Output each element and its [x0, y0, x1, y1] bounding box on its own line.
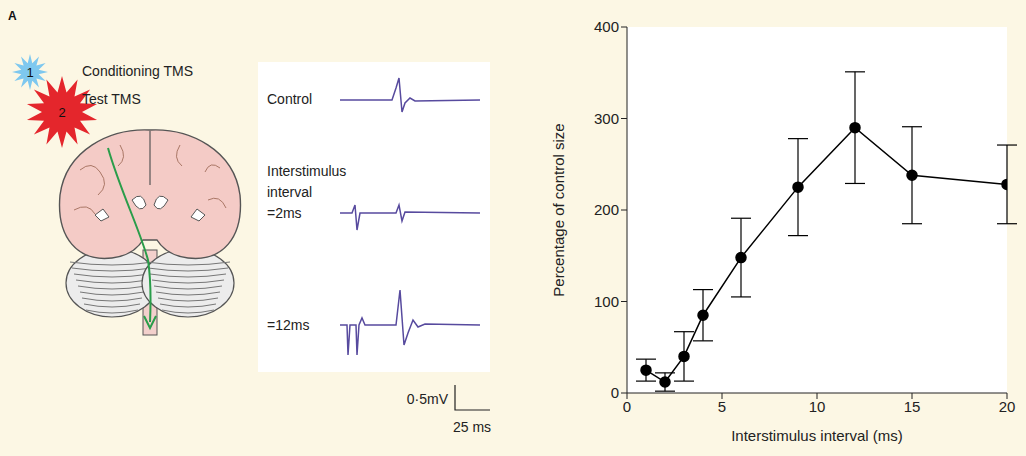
svg-text:0: 0: [623, 398, 631, 415]
svg-text:100: 100: [594, 293, 619, 310]
svg-text:Control: Control: [267, 91, 312, 107]
svg-text:300: 300: [594, 110, 619, 127]
svg-text:0·5mV: 0·5mV: [407, 391, 449, 407]
svg-text:=2ms: =2ms: [267, 205, 302, 221]
svg-text:A: A: [8, 9, 17, 23]
svg-text:Conditioning TMS: Conditioning TMS: [82, 63, 193, 79]
svg-text:=12ms: =12ms: [267, 317, 309, 333]
svg-text:10: 10: [809, 398, 826, 415]
svg-text:15: 15: [904, 398, 921, 415]
svg-text:Interstimulus: Interstimulus: [267, 163, 346, 179]
svg-text:25 ms: 25 ms: [453, 419, 491, 435]
svg-text:1: 1: [26, 65, 33, 80]
svg-text:5: 5: [718, 398, 726, 415]
svg-text:Test TMS: Test TMS: [82, 91, 141, 107]
svg-text:2: 2: [58, 105, 65, 120]
svg-text:interval: interval: [267, 184, 312, 200]
svg-text:0: 0: [611, 384, 619, 401]
svg-text:200: 200: [594, 201, 619, 218]
svg-text:20: 20: [999, 398, 1016, 415]
svg-text:Percentage of control size: Percentage of control size: [550, 123, 567, 296]
svg-text:Interstimulus interval (ms): Interstimulus interval (ms): [731, 427, 903, 444]
svg-text:400: 400: [594, 18, 619, 35]
